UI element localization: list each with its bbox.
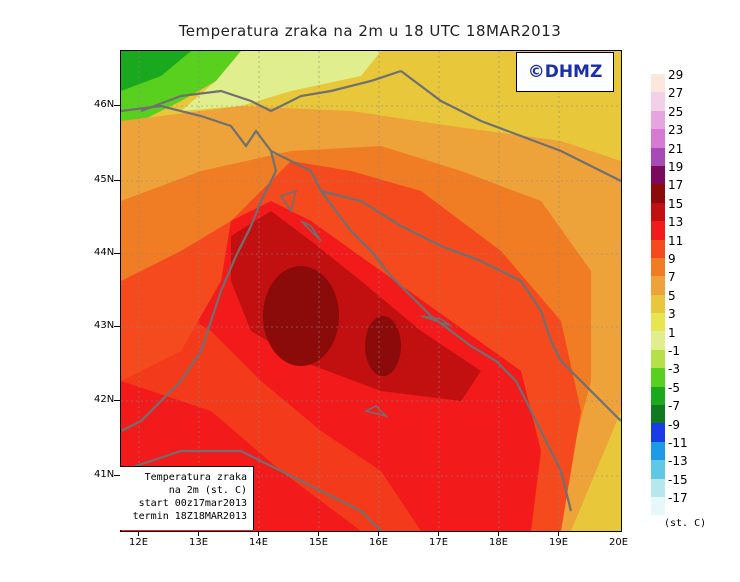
lon-label-20e: 20E [609,537,629,548]
lat-label-44n: 44N [94,247,115,258]
color-scale-label: -15 [668,472,688,487]
map-canvas [121,51,621,531]
color-swatch [651,405,665,424]
field-17c-west [263,266,339,366]
color-swatch [651,331,665,350]
color-swatch [651,202,665,222]
color-scale-label: 27 [668,86,684,101]
color-scale-label: 23 [668,123,684,138]
color-swatch [651,294,665,314]
color-scale-label: -17 [668,491,688,506]
color-scale-label: 19 [668,160,684,174]
map-grid [121,51,621,531]
color-swatch [651,74,665,93]
lat-label-41n: 41N [94,469,115,480]
color-swatch [651,349,665,369]
color-scale-label: -3 [668,362,680,377]
color-scale-label: -11 [668,436,688,450]
color-scale-label: 7 [668,270,676,285]
color-swatch [651,221,665,240]
color-swatch [651,423,665,442]
color-scale-label: 11 [668,233,684,248]
lon-label-13e: 13E [189,537,209,548]
color-swatch [651,257,665,277]
color-swatch [651,276,665,295]
color-swatch [651,386,665,406]
color-swatch [651,129,665,148]
lat-label-43n: 43N [94,320,115,331]
color-swatch [651,478,665,497]
color-scale-label: 9 [668,252,676,266]
color-swatch [651,313,665,332]
color-swatch [651,460,665,479]
color-scale-label: -9 [668,417,680,432]
color-swatch [651,92,665,111]
color-scale-label: 29 [668,68,684,82]
color-scale-label: -5 [668,380,680,395]
lon-label-17e: 17E [429,537,449,548]
color-swatch [651,147,665,166]
lon-label-14e: 14E [249,537,269,548]
color-scale-label: 21 [668,141,684,156]
field-1c [181,51,381,111]
color-swatch [651,441,665,461]
info-line-1: Temperatura zraka [144,472,247,483]
lon-label-16e: 16E [369,537,389,548]
lat-label-42n: 42N [94,394,115,405]
color-scale-bar [651,74,665,516]
info-line-4: termin 18Z18MAR2013 [132,511,247,522]
color-scale-label: 25 [668,104,684,119]
color-scale-label: 15 [668,196,684,211]
color-scale-label: 1 [668,325,676,340]
temperature-map [120,50,622,532]
lon-label-19e: 19E [549,537,569,548]
copyright-label: ©DHMZ [516,52,614,92]
lat-label-46n: 46N [94,99,115,110]
islands [279,189,452,418]
info-line-3: start 00z17mar2013 [138,498,247,509]
color-scale-label: -7 [668,399,680,414]
color-scale-label: -13 [668,454,688,469]
field-minus3c [121,51,191,91]
color-swatch [651,239,665,258]
color-swatch [651,184,665,203]
lon-label-15e: 15E [309,537,329,548]
lat-label-45n: 45N [94,174,115,185]
color-swatch [651,496,665,516]
map-title: Temperatura zraka na 2m u 18 UTC 18MAR20… [178,22,562,40]
color-scale-label: 17 [668,178,684,193]
color-swatch [651,165,665,185]
coastlines [121,69,621,531]
info-line-2: na 2m (st. C) [168,485,247,496]
lon-label-12e: 12E [129,537,149,548]
color-scale-label: -1 [668,344,680,358]
color-scale-label: 13 [668,215,684,230]
color-scale-label: 5 [668,288,676,303]
field-17c-east [365,316,401,376]
color-scale-unit: (st. C) [664,518,707,529]
map-info-box: Temperatura zraka na 2m (st. C) start 00… [120,466,254,530]
color-swatch [651,110,665,130]
lon-label-18e: 18E [489,537,509,548]
color-swatch [651,368,665,387]
field-italy-coast [121,291,421,531]
color-scale-label: 3 [668,307,676,322]
